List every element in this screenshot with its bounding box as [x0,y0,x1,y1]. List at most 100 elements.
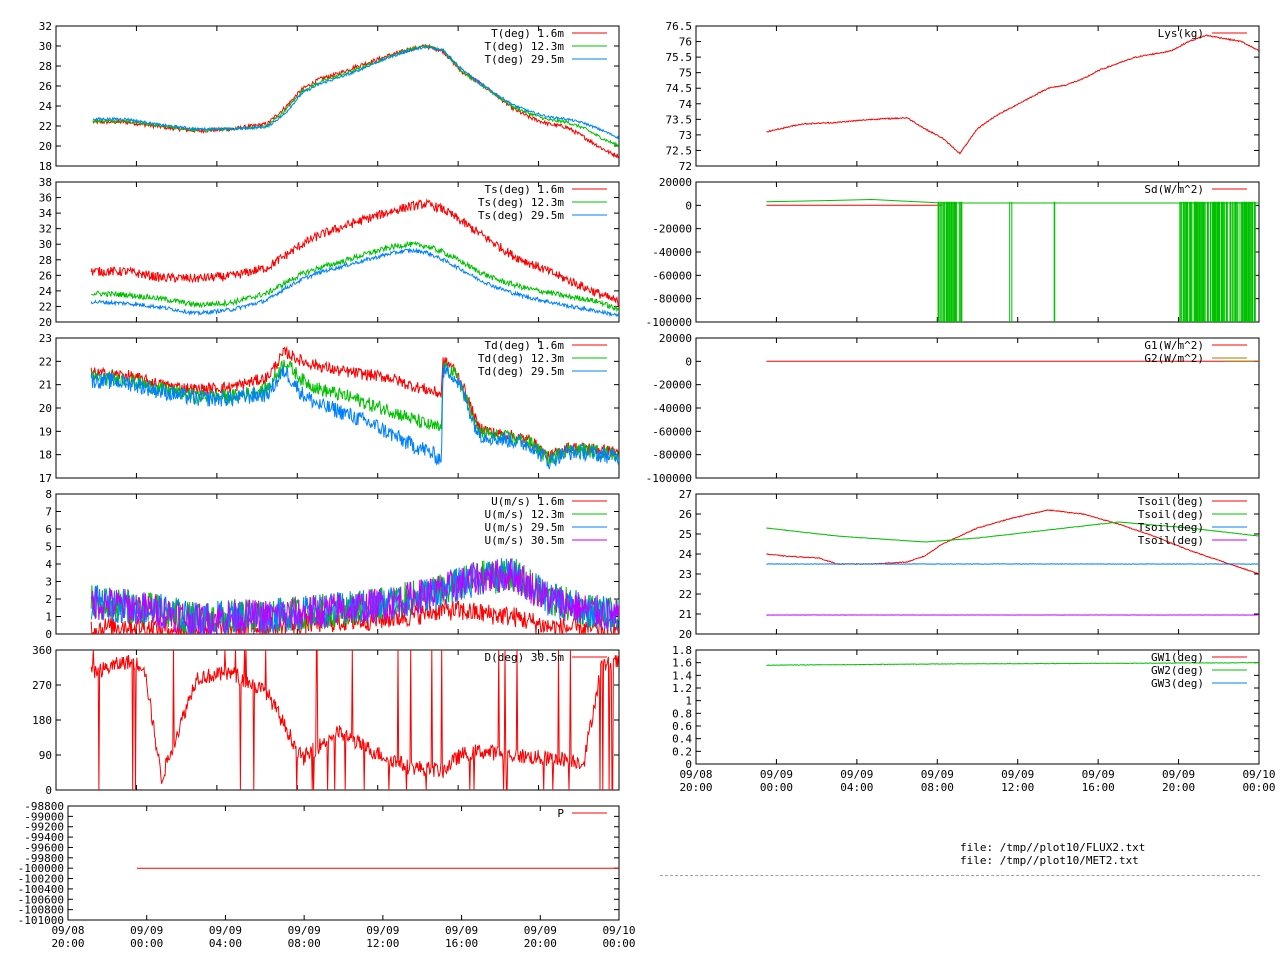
y-tick-label: -100000 [18,862,64,875]
y-tick-label: 0.6 [672,720,692,733]
series-group [90,650,619,790]
legend-label: GW2(deg) [1151,664,1204,677]
x-tick-label-date: 09/09 [760,768,793,781]
y-tick-label: 74 [679,98,693,111]
x-tick-label-time: 00:00 [760,781,793,794]
y-tick-label: 36 [39,192,52,205]
y-tick-label: -80000 [652,449,692,462]
x-tick-label-date: 09/09 [1001,768,1034,781]
file-path-flux: file: /tmp//plot10/FLUX2.txt [960,841,1146,854]
series-group [766,34,1259,155]
file-list: file: /tmp//plot10/FLUX2.txt file: /tmp//… [960,841,1145,867]
y-tick-label: 1.6 [672,657,692,670]
y-tick-label: -99800 [24,852,64,865]
y-tick-label: 18 [39,449,52,462]
y-tick-label: 18 [39,160,52,173]
series-group [90,345,619,470]
series-line-ts-1 [91,240,619,313]
y-tick-label: -80000 [652,293,692,306]
panel-p: -101000-100800-100600-100400-100200-1000… [18,800,636,950]
y-tick-label: 74.5 [666,82,693,95]
series-line-t-2 [92,45,619,140]
y-tick-label: -100400 [18,883,64,896]
legend-label: T(deg) 12.3m [485,40,565,53]
x-tick-label-date: 09/09 [288,924,321,937]
y-tick-label: 0.4 [672,733,692,746]
legend-label: G1(W/m^2) [1144,339,1204,352]
y-tick-label: 26 [39,80,52,93]
legend-label: G2(W/m^2) [1144,352,1204,365]
y-tick-label: -20000 [652,379,692,392]
y-tick-label: 34 [39,207,53,220]
y-tick-label: 73.5 [666,113,693,126]
x-tick-label-time: 20:00 [679,781,712,794]
y-tick-label: 5 [45,541,52,554]
panel-sd: -100000 -80000 -60000 -40000 -20000 0 20000 Sd(… [646,176,1260,329]
y-tick-label: 0 [685,355,692,368]
y-tick-label: 3 [45,576,52,589]
series-line-t-1 [92,44,619,148]
y-tick-label: -101000 [18,914,64,927]
x-tick-label-time: 12:00 [1001,781,1034,794]
y-tick-label: 22 [39,300,52,313]
y-tick-label: 180 [32,714,52,727]
x-tick-label-time: 00:00 [602,937,635,950]
legend-label: U(m/s) 1.6m [491,495,564,508]
legend-label: Sd(W/m^2) [1144,183,1204,196]
y-tick-label: 23 [679,568,692,581]
y-tick-label: -100000 [646,316,692,329]
y-tick-label: 24 [39,100,53,113]
y-tick-label: 0 [45,628,52,641]
x-tick-label-date: 09/09 [1082,768,1115,781]
file-path-met: file: /tmp//plot10/MET2.txt [960,854,1139,867]
x-tick-label-date: 09/10 [602,924,635,937]
legend-label: Td(deg) 29.5m [478,365,564,378]
y-tick-label: 0.2 [672,745,692,758]
y-tick-label: -99600 [24,841,64,854]
y-tick-label: 25 [679,528,692,541]
y-tick-label: 1 [685,695,692,708]
y-tick-label: 30 [39,40,52,53]
y-tick-label: 72 [679,160,692,173]
x-tick-label-time: 20:00 [524,937,557,950]
x-tick-label-time: 20:00 [1162,781,1195,794]
y-tick-label: 8 [45,488,52,501]
x-tick-label-date: 09/09 [840,768,873,781]
panel-gw: 00.20.40.60.811.21.41.61.809/0820:0009/0… [672,644,1275,794]
y-tick-label: 26 [39,269,52,282]
y-tick-label: 19 [39,425,52,438]
legend-label: T(deg) 1.6m [491,27,564,40]
x-tick-label-date: 09/08 [51,924,84,937]
series-line-ts-0 [90,198,619,307]
y-tick-label: -20000 [652,223,692,236]
legend-label: Ts(deg) 12.3m [478,196,564,209]
y-tick-label: 0 [685,199,692,212]
y-tick-label: 6 [45,523,52,536]
y-tick-label: -60000 [652,269,692,282]
x-tick-label-date: 09/09 [366,924,399,937]
series-line-gw-1 [766,661,1259,666]
y-tick-label: 7 [45,506,52,519]
x-tick-label-date: 09/10 [1242,768,1275,781]
panel-u: 0 1 2 3 4 5 6 7 8 U(m/s) 1.6mU(m/s) 12.3mU(m/s) 2… [45,488,620,641]
legend-label: Td(deg) 1.6m [485,339,565,352]
legend-label: U(m/s) 12.3m [485,508,565,521]
x-tick-label-date: 09/08 [679,768,712,781]
y-tick-label: 23 [39,332,52,345]
series-group [766,661,1259,666]
x-tick-label-date: 09/09 [524,924,557,937]
separator-line [660,875,1260,876]
y-tick-label: 4 [45,558,52,571]
y-tick-label: 1.4 [672,669,692,682]
plot-frame [695,649,1260,765]
y-tick-label: -100800 [18,904,64,917]
x-tick-label-date: 09/09 [921,768,954,781]
x-tick-label-date: 09/09 [209,924,242,937]
x-tick-label-time: 08:00 [921,781,954,794]
series-group [90,558,619,634]
y-tick-label: 75.5 [666,51,693,64]
y-tick-label: 27 [679,488,692,501]
plot-frame [55,181,620,323]
